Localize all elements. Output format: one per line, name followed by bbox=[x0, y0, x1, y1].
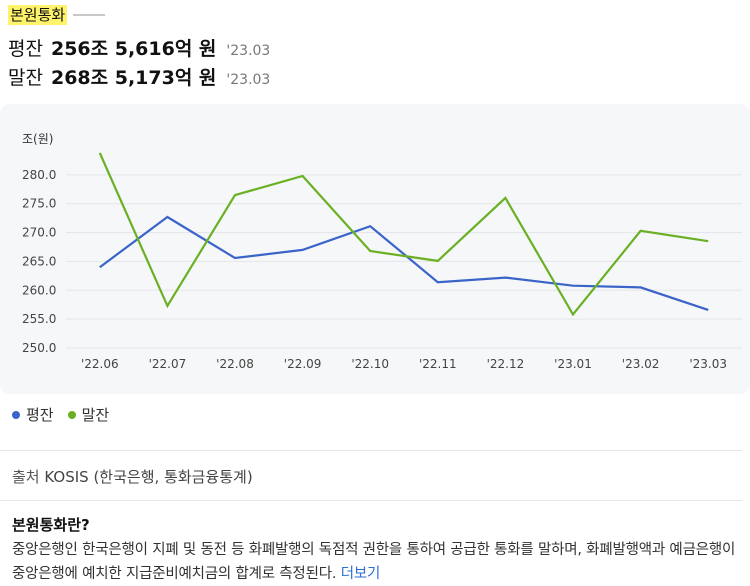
x-tick-label: '22.09 bbox=[284, 357, 322, 371]
series-line-average bbox=[99, 215, 709, 311]
x-tick-label: '22.06 bbox=[81, 357, 119, 371]
y-tick-label: 275.0 bbox=[22, 197, 56, 211]
stat-date: '23.03 bbox=[226, 72, 271, 88]
x-tick-label: '22.10 bbox=[351, 357, 389, 371]
divider bbox=[0, 450, 742, 451]
x-tick-label: '22.12 bbox=[487, 357, 525, 371]
source-text: KOSIS (한국은행, 통화금융통계) bbox=[44, 468, 253, 486]
y-tick-label: 270.0 bbox=[22, 226, 56, 240]
legend-label: 말잔 bbox=[81, 406, 110, 424]
y-tick-label: 280.0 bbox=[22, 168, 56, 182]
divider bbox=[0, 500, 742, 501]
y-tick-label: 265.0 bbox=[22, 254, 56, 268]
title-underline-decoration bbox=[73, 14, 106, 16]
stat-value: 256조 5,616억 원 bbox=[50, 38, 217, 60]
y-axis-label: 조(원) bbox=[22, 132, 53, 146]
legend-item-average[interactable]: 평잔 bbox=[12, 404, 54, 425]
source-label: 출처 bbox=[12, 468, 40, 486]
line-chart: 조(원) 250.0 255.0 260.0 265.0 270.0 275.0 280.0… bbox=[22, 132, 742, 371]
description-title: 본원통화란? bbox=[12, 516, 90, 534]
stat-label: 말잔 bbox=[8, 67, 43, 89]
x-tick-label: '23.03 bbox=[689, 357, 727, 371]
x-tick-label: '22.07 bbox=[149, 357, 187, 371]
x-tick-label: '22.08 bbox=[216, 357, 254, 371]
y-tick-label: 260.0 bbox=[22, 283, 56, 297]
x-tick-label: '23.02 bbox=[622, 357, 660, 371]
chart-legend: 평잔 말잔 bbox=[12, 404, 123, 425]
x-tick-label: '22.11 bbox=[419, 357, 457, 371]
legend-item-end[interactable]: 말잔 bbox=[67, 404, 110, 425]
y-tick-label: 255.0 bbox=[22, 312, 56, 326]
legend-swatch bbox=[12, 410, 20, 419]
series-line-end bbox=[98, 152, 709, 317]
y-tick-label: 250.0 bbox=[22, 341, 56, 355]
header-title-row: 본원통화 bbox=[8, 4, 106, 26]
stat-label: 평잔 bbox=[8, 38, 43, 60]
stat-row-end: 말잔 268조 5,173억 원 '23.03 bbox=[8, 63, 270, 90]
stat-value: 268조 5,173억 원 bbox=[50, 67, 217, 89]
description-body: 중앙은행인 한국은행이 지폐 및 동전 등 화폐발행의 독점적 권한을 통하여 … bbox=[12, 538, 746, 586]
chart-card: 조(원) 250.0 255.0 260.0 265.0 270.0 275.0 280.0… bbox=[0, 104, 750, 394]
description-text: 중앙은행인 한국은행이 지폐 및 동전 등 화폐발행의 독점적 권한을 통하여 … bbox=[12, 542, 736, 582]
more-link[interactable]: 더보기 bbox=[340, 566, 381, 582]
stat-date: '23.03 bbox=[226, 43, 271, 59]
stat-row-average: 평잔 256조 5,616억 원 '23.03 bbox=[8, 34, 270, 61]
page-title: 본원통화 bbox=[8, 5, 68, 25]
legend-swatch bbox=[67, 410, 76, 419]
legend-label: 평잔 bbox=[26, 406, 54, 424]
x-tick-label: '23.01 bbox=[554, 357, 592, 371]
source-line: 출처 KOSIS (한국은행, 통화금융통계) bbox=[12, 466, 253, 487]
